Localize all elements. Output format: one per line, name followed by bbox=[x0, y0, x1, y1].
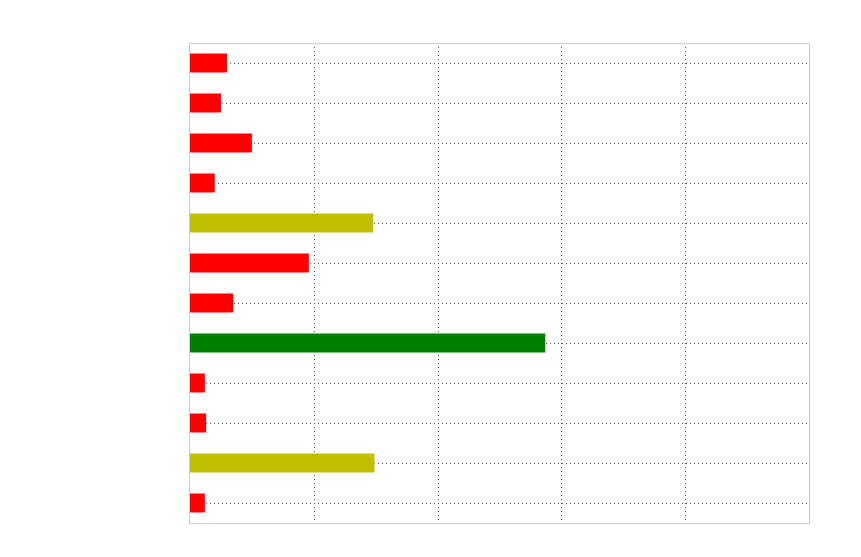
bars bbox=[190, 53, 546, 513]
bar-1 bbox=[190, 53, 228, 73]
bar-12 bbox=[190, 493, 205, 513]
bar-4 bbox=[190, 173, 215, 193]
bar-10 bbox=[190, 413, 207, 433]
plot-area-frame bbox=[189, 43, 810, 524]
bar-7 bbox=[190, 293, 234, 313]
bar-11 bbox=[190, 453, 375, 473]
bar-5 bbox=[190, 213, 374, 233]
grid bbox=[190, 43, 809, 523]
bar-9 bbox=[190, 373, 205, 393]
bar-8 bbox=[190, 333, 546, 353]
bar-2 bbox=[190, 93, 221, 113]
bar-3 bbox=[190, 133, 252, 153]
bar-6 bbox=[190, 253, 309, 273]
